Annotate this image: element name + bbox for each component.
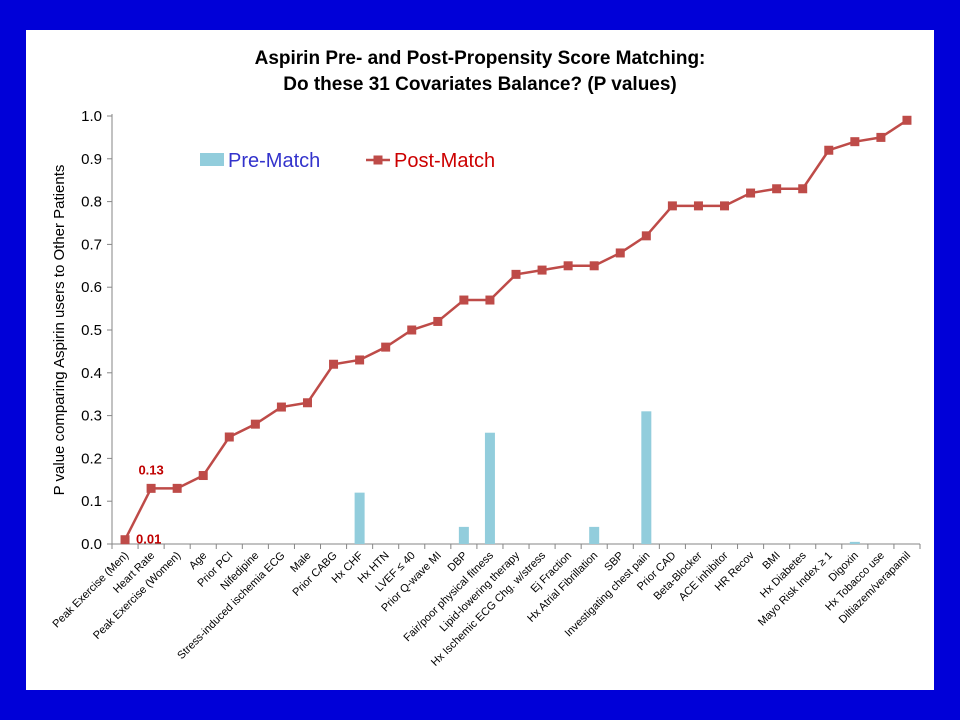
post-match-point	[876, 132, 886, 142]
data-label: 0.01	[136, 532, 161, 547]
post-match-point	[615, 248, 625, 258]
post-match-point	[641, 231, 651, 241]
post-match-point	[329, 359, 339, 369]
y-axis-label: P value comparing Aspirin users to Other…	[51, 165, 68, 496]
pre-match-bar	[641, 411, 652, 544]
chart-subtitle: Do these 31 Covariates Balance? (P value…	[283, 74, 677, 95]
post-match-point	[667, 201, 677, 211]
post-match-point	[146, 483, 156, 493]
post-match-point	[798, 184, 808, 194]
post-match-point	[459, 295, 469, 305]
post-match-point	[485, 295, 495, 305]
post-match-point	[355, 355, 365, 365]
pre-match-bar	[354, 492, 365, 544]
legend-label-pre-match: Pre-Match	[228, 150, 320, 172]
y-tick-label: 0.1	[81, 493, 102, 510]
y-tick-label: 0.0	[81, 536, 102, 553]
post-match-point	[772, 184, 782, 194]
post-match-point	[276, 402, 286, 412]
post-match-point	[433, 316, 443, 326]
pre-match-bar	[458, 526, 469, 544]
post-match-point	[824, 145, 834, 155]
post-match-point	[172, 483, 182, 493]
y-tick-label: 0.9	[81, 151, 102, 168]
y-tick-label: 0.8	[81, 194, 102, 211]
x-tick-label: Age	[187, 550, 209, 572]
y-tick-label: 0.2	[81, 450, 102, 467]
post-match-point	[302, 398, 312, 408]
post-match-point	[120, 535, 130, 545]
post-match-point	[563, 261, 573, 271]
data-label: 0.13	[138, 462, 163, 477]
pre-match-bar	[849, 541, 860, 544]
post-match-point	[746, 188, 756, 198]
post-match-point	[720, 201, 730, 211]
y-tick-label: 0.5	[81, 322, 102, 339]
chart-title-block: Aspirin Pre- and Post-Propensity Score M…	[26, 46, 934, 98]
y-tick-label: 0.7	[81, 236, 102, 253]
pre-match-bar	[484, 432, 495, 544]
x-tick-label: BMI	[760, 550, 782, 572]
post-match-point	[902, 115, 912, 125]
legend-swatch-pre-match	[200, 153, 224, 166]
post-match-point	[250, 419, 260, 429]
post-match-point	[537, 265, 547, 275]
post-match-point	[850, 137, 860, 147]
chart: 0.0 0.1 0.2 0.3 0.4 0.5 0.6 0.7 0.8 0.9 1.0 P value…	[50, 108, 921, 669]
post-match-point	[381, 342, 391, 352]
post-match-line	[123, 119, 908, 541]
post-match-point	[693, 201, 703, 211]
legend-label-post-match: Post-Match	[394, 150, 495, 172]
post-match-point	[407, 325, 417, 335]
y-tick-label: 0.6	[81, 279, 102, 296]
slide: Aspirin Pre- and Post-Propensity Score M…	[26, 30, 934, 690]
post-match-point	[224, 432, 234, 442]
post-match-point	[589, 261, 599, 271]
y-tick-label: 0.4	[81, 365, 102, 382]
chart-title: Aspirin Pre- and Post-Propensity Score M…	[254, 48, 706, 69]
post-match-point	[198, 471, 208, 481]
y-tick-label: 0.3	[81, 408, 102, 425]
post-match-point	[511, 269, 521, 279]
y-tick-label: 1.0	[81, 108, 102, 125]
pre-match-bar	[589, 526, 600, 544]
legend-marker-post-match	[373, 155, 383, 165]
